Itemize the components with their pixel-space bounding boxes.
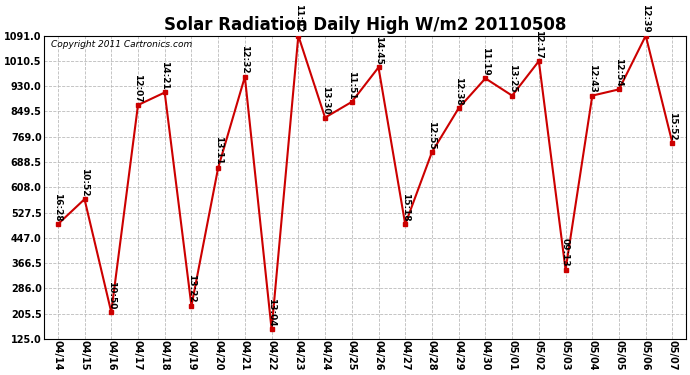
Text: 12:55: 12:55 bbox=[427, 121, 437, 149]
Text: 13:30: 13:30 bbox=[321, 86, 330, 115]
Title: Solar Radiation Daily High W/m2 20110508: Solar Radiation Daily High W/m2 20110508 bbox=[164, 16, 566, 34]
Text: 12:07: 12:07 bbox=[133, 74, 142, 102]
Text: 10:50: 10:50 bbox=[107, 281, 116, 309]
Text: 14:21: 14:21 bbox=[160, 61, 169, 90]
Text: 11:02: 11:02 bbox=[294, 4, 303, 33]
Text: 10:52: 10:52 bbox=[80, 168, 89, 196]
Text: 13:11: 13:11 bbox=[214, 136, 223, 165]
Text: 13:04: 13:04 bbox=[267, 298, 276, 327]
Text: 12:39: 12:39 bbox=[641, 4, 650, 33]
Text: 12:54: 12:54 bbox=[615, 58, 624, 87]
Text: 12:17: 12:17 bbox=[534, 30, 543, 58]
Text: 12:38: 12:38 bbox=[454, 77, 463, 105]
Text: 12:43: 12:43 bbox=[588, 64, 597, 93]
Text: 11:51: 11:51 bbox=[347, 70, 356, 99]
Text: 15:18: 15:18 bbox=[401, 193, 410, 222]
Text: 12:32: 12:32 bbox=[240, 45, 249, 74]
Text: 16:28: 16:28 bbox=[53, 193, 62, 222]
Text: 11:19: 11:19 bbox=[481, 47, 490, 76]
Text: 13:25: 13:25 bbox=[508, 64, 517, 93]
Text: 15:52: 15:52 bbox=[668, 112, 677, 141]
Text: 09:13: 09:13 bbox=[561, 238, 570, 267]
Text: 14:45: 14:45 bbox=[374, 36, 383, 64]
Text: Copyright 2011 Cartronics.com: Copyright 2011 Cartronics.com bbox=[51, 40, 192, 49]
Text: 13:22: 13:22 bbox=[187, 274, 196, 303]
